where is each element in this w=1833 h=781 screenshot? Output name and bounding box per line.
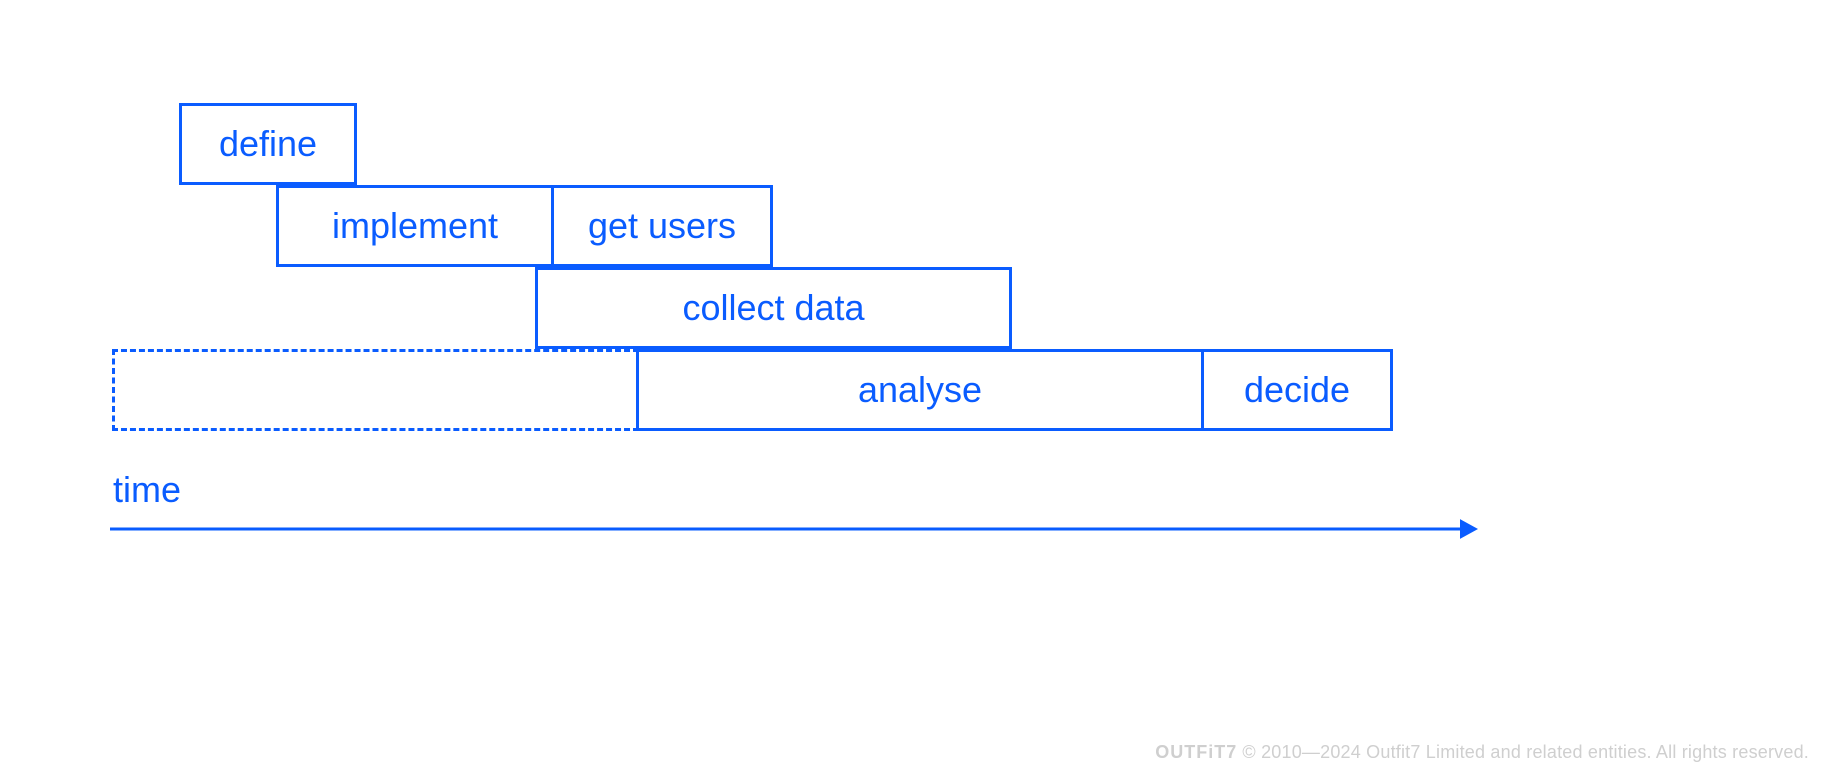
step-box-define: define (179, 103, 357, 185)
step-label: define (219, 123, 317, 165)
step-label: implement (332, 205, 498, 247)
step-box-get-users: get users (551, 185, 773, 267)
brand-logo-text: OUTFiT7 (1155, 742, 1237, 762)
copyright-line: OUTFiT7 © 2010—2024 Outfit7 Limited and … (1155, 742, 1809, 763)
step-box-decide: decide (1201, 349, 1393, 431)
step-label: collect data (682, 287, 864, 329)
step-label: analyse (858, 369, 982, 411)
step-box-analyse: analyse (636, 349, 1204, 431)
step-label: decide (1244, 369, 1350, 411)
time-axis-arrow-icon (110, 507, 1482, 551)
step-box-implement: implement (276, 185, 554, 267)
time-axis-label: time (113, 469, 181, 511)
step-label: get users (588, 205, 736, 247)
step-box-collect-data: collect data (535, 267, 1012, 349)
axis-label-text: time (113, 469, 181, 510)
step-box-pre-analyse-dashed (112, 349, 639, 431)
copyright-text: © 2010—2024 Outfit7 Limited and related … (1242, 742, 1809, 762)
process-timeline-diagram: define implement get users collect data … (0, 0, 1833, 781)
